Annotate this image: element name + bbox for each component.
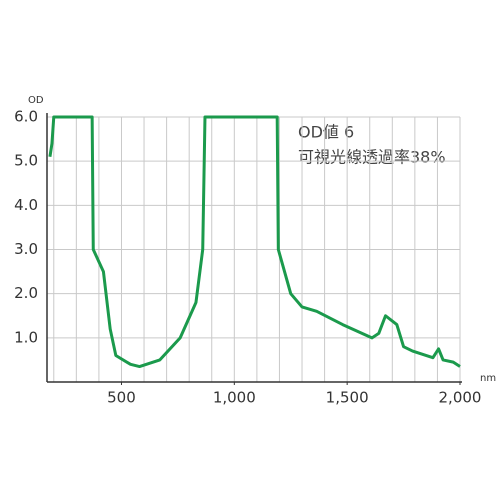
y-tick-label: 5.0 [14,152,38,170]
y-tick-label: 2.0 [14,284,38,302]
y-tick-label: 6.0 [14,108,38,126]
annotation: 可視光線透過率38% [298,148,446,167]
data-line [48,115,461,369]
x-axis-label: nm [480,373,496,384]
y-tick-label: 1.0 [14,328,38,346]
x-tick-label: 1,500 [326,389,369,407]
y-axis-label: OD [28,95,44,106]
annotation: OD値 6 [298,123,354,142]
x-tick-label: 2,000 [439,389,482,407]
y-tick-label: 4.0 [14,196,38,214]
y-tick-label: 3.0 [14,240,38,258]
x-tick-label: 500 [107,389,136,407]
x-tick-label: 1,000 [213,389,256,407]
